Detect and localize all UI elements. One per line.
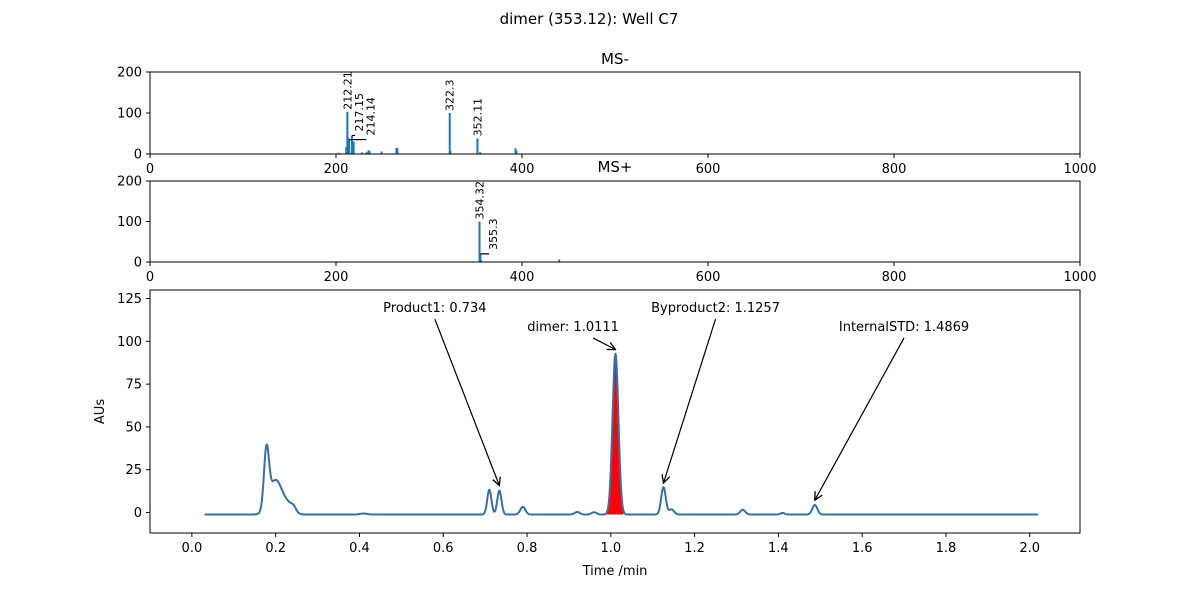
peak-annotation-arrow xyxy=(815,337,905,500)
peak-mz-label: 322.3 xyxy=(444,80,457,112)
x-tick-label: 2.0 xyxy=(1019,541,1040,556)
panel-title: MS+ xyxy=(597,158,632,176)
y-tick-label: 200 xyxy=(117,175,142,190)
spectrum-peak-bar xyxy=(479,253,482,262)
spectrum-peak-bar xyxy=(448,113,451,154)
spectrum-peak-bar xyxy=(347,137,350,154)
x-tick-label: 600 xyxy=(696,270,721,285)
peak-annotation-label: InternalSTD: 1.4869 xyxy=(839,320,969,335)
x-tick-label: 0.0 xyxy=(182,541,203,556)
spectrum-peak-bar xyxy=(449,150,452,154)
spectrum-peak-bar xyxy=(337,152,340,154)
x-tick-label: 1000 xyxy=(1063,270,1096,285)
x-tick-label: 800 xyxy=(882,270,907,285)
y-axis-label: AUs xyxy=(93,399,108,424)
y-tick-label: 25 xyxy=(125,463,142,478)
x-tick-label: 800 xyxy=(882,162,907,177)
x-tick-label: 400 xyxy=(510,270,535,285)
x-axis-label: Time /min xyxy=(582,564,648,579)
spectrum-peak-bar xyxy=(479,152,482,154)
peak-annotation-label: Product1: 0.734 xyxy=(383,301,486,316)
y-tick-label: 100 xyxy=(117,335,142,350)
x-tick-label: 0.2 xyxy=(265,541,286,556)
spectrum-peak-bar xyxy=(476,138,479,154)
y-tick-label: 0 xyxy=(134,148,142,163)
x-tick-label: 0.4 xyxy=(349,541,370,556)
x-tick-label: 1.4 xyxy=(768,541,789,556)
x-tick-label: 400 xyxy=(510,162,535,177)
x-tick-label: 1.2 xyxy=(684,541,705,556)
chromatogram-panel: Product1: 0.734 dimer: 1.0111 Byproduct2: … xyxy=(93,289,1081,579)
spectrum-peak-bar xyxy=(515,150,518,154)
y-tick-label: 100 xyxy=(117,215,142,230)
spectrum-peak-bar xyxy=(350,135,353,154)
peak-mz-label: 217.15 xyxy=(353,93,366,132)
spectrum-peak-bar xyxy=(345,147,348,154)
spectrum-peak-bar xyxy=(352,141,355,154)
spectrum-peak-bar xyxy=(346,111,349,154)
x-tick-label: 0 xyxy=(146,162,154,177)
y-tick-label: 50 xyxy=(125,420,142,435)
peak-mz-label: 212.21 xyxy=(341,71,354,110)
x-tick-label: 0 xyxy=(146,270,154,285)
y-tick-label: 0 xyxy=(134,506,142,521)
spectrum-peak-bar xyxy=(348,139,351,154)
spectrum-peak-bar xyxy=(396,148,399,154)
peak-annotation-arrow xyxy=(434,318,500,486)
x-tick-label: 0.8 xyxy=(517,541,538,556)
y-tick-label: 75 xyxy=(125,378,142,393)
x-tick-label: 1000 xyxy=(1063,162,1096,177)
x-tick-label: 1.8 xyxy=(936,541,957,556)
spectrum-peak-bar xyxy=(558,259,561,262)
x-tick-label: 600 xyxy=(696,162,721,177)
chromatogram-trace xyxy=(203,352,1039,516)
spectrum-peak-bar xyxy=(480,259,483,262)
peak-annotation-arrow xyxy=(592,337,615,350)
y-tick-label: 125 xyxy=(117,292,142,307)
x-tick-label: 0.6 xyxy=(433,541,454,556)
figure-title: dimer (353.12): Well C7 xyxy=(500,10,679,28)
y-tick-label: 200 xyxy=(117,66,142,81)
peak-mz-label: 352.11 xyxy=(471,98,484,136)
spectrum-peak-bar xyxy=(368,151,371,154)
spectrum-peak-bar xyxy=(380,151,383,154)
x-tick-label: 200 xyxy=(324,162,349,177)
spectrum-peak-bar xyxy=(361,152,364,154)
peak-annotation-label: dimer: 1.0111 xyxy=(527,320,619,335)
x-tick-label: 1.6 xyxy=(852,541,873,556)
panel-title: MS- xyxy=(601,50,629,68)
peak-mz-label: 355.3 xyxy=(487,218,500,250)
x-tick-label: 1.0 xyxy=(600,541,621,556)
y-tick-label: 100 xyxy=(117,107,142,122)
x-tick-label: 200 xyxy=(324,270,349,285)
peak-annotation-label: Byproduct2: 1.1257 xyxy=(651,301,780,316)
axes-frame xyxy=(149,289,1081,534)
peak-annotation-arrow xyxy=(663,318,717,483)
y-tick-label: 0 xyxy=(134,256,142,271)
spectrum-peak-bar xyxy=(478,221,481,262)
spectrum-peak-bar xyxy=(365,152,368,154)
peak-mz-label: 354.32 xyxy=(474,181,487,219)
peak-mz-label: 214.14 xyxy=(364,97,377,136)
